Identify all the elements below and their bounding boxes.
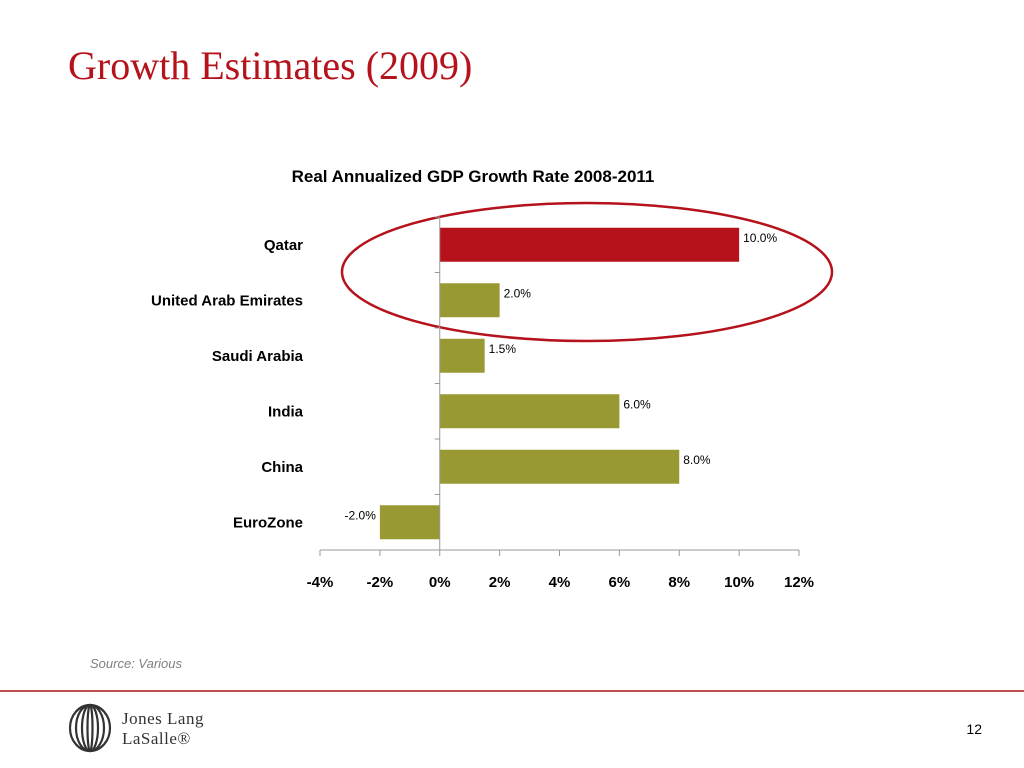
logo-line-2: LaSalle® — [122, 729, 191, 748]
company-logo: Jones Lang LaSalle® — [68, 703, 268, 755]
x-tick-label: 4% — [549, 574, 571, 591]
data-label-china: 8.0% — [683, 453, 711, 467]
category-label-united-arab-emirates: United Arab Emirates — [151, 292, 303, 309]
gdp-growth-chart: Real Annualized GDP Growth Rate 2008-201… — [151, 167, 834, 591]
x-tick-label: 12% — [784, 574, 814, 591]
slide-title: Growth Estimates (2009) — [68, 43, 473, 88]
x-tick-label: 0% — [429, 574, 451, 591]
bar-india — [439, 394, 620, 429]
data-label-eurozone: -2.0% — [345, 508, 377, 522]
x-tick-label: 6% — [609, 574, 631, 591]
category-label-eurozone: EuroZone — [233, 514, 303, 531]
bar-qatar — [439, 227, 740, 262]
chart-title: Real Annualized GDP Growth Rate 2008-201… — [292, 167, 655, 186]
category-label-china: China — [261, 459, 303, 476]
category-label-india: India — [268, 403, 304, 420]
category-label-qatar: Qatar — [264, 237, 303, 254]
x-tick-label: -2% — [367, 574, 394, 591]
bar-china — [439, 449, 680, 484]
data-label-united-arab-emirates: 2.0% — [504, 286, 532, 300]
data-label-qatar: 10.0% — [743, 231, 777, 245]
data-label-saudi-arabia: 1.5% — [489, 342, 517, 356]
bar-eurozone — [379, 505, 440, 540]
logo-mark-icon — [68, 703, 112, 753]
category-label-saudi-arabia: Saudi Arabia — [212, 348, 304, 365]
data-label-india: 6.0% — [623, 397, 651, 411]
source-note: Source: Various — [90, 656, 183, 671]
highlight-ellipse — [340, 201, 834, 343]
page-number: 12 — [966, 721, 982, 737]
footer-divider — [0, 690, 1024, 692]
bar-united-arab-emirates — [439, 283, 500, 318]
bar-saudi-arabia — [439, 338, 485, 373]
x-tick-label: -4% — [307, 574, 334, 591]
x-tick-label: 10% — [724, 574, 754, 591]
logo-wordmark: Jones Lang LaSalle® — [122, 709, 204, 749]
x-tick-label: 8% — [668, 574, 690, 591]
x-tick-label: 2% — [489, 574, 511, 591]
logo-line-1: Jones Lang — [122, 709, 204, 728]
